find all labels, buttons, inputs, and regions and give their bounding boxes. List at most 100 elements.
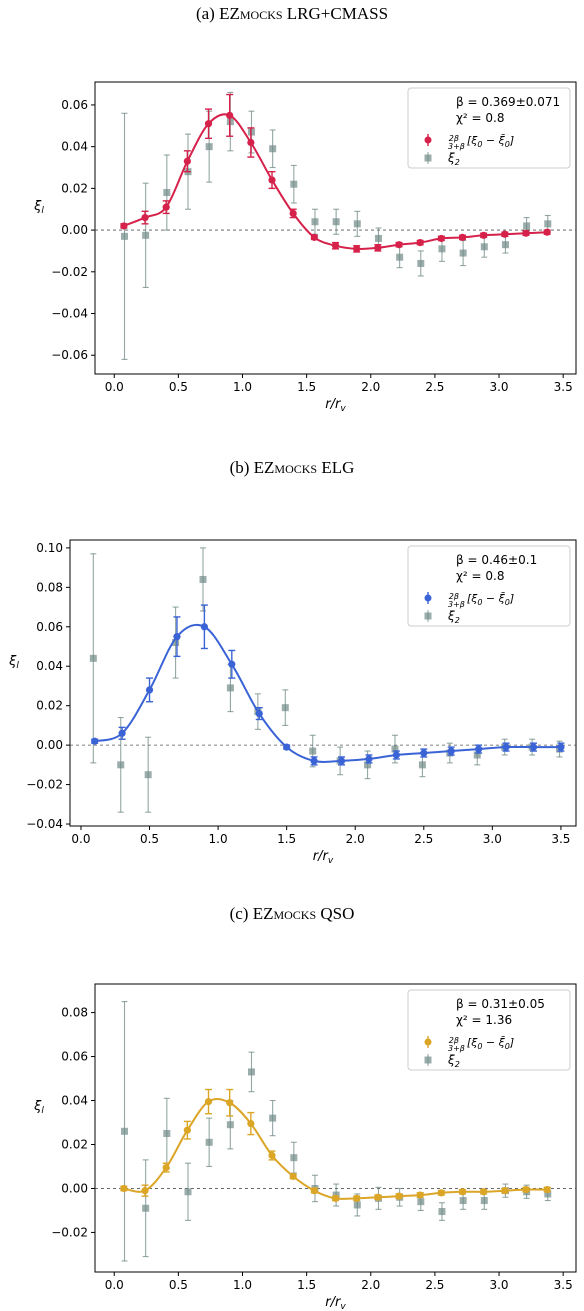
y-tick-label: −0.04 (26, 817, 63, 831)
xi0-point (183, 1126, 191, 1134)
x-tick-label: 0.5 (140, 832, 159, 846)
xi2-point (480, 243, 488, 251)
xi0-point (310, 757, 318, 765)
xi0-point (310, 1187, 318, 1195)
x-tick-label: 3.0 (489, 380, 508, 394)
xi0-point (475, 745, 483, 753)
beta-annotation: β = 0.46±0.1 (456, 553, 537, 567)
xi0-point (289, 1172, 297, 1180)
beta-annotation: β = 0.31±0.05 (456, 997, 545, 1011)
xi2-point (269, 145, 277, 153)
xi0-point (447, 747, 455, 755)
xi2-point (121, 1127, 129, 1135)
y-axis-label: ξl (33, 1099, 44, 1116)
x-tick-label: 1.0 (209, 832, 228, 846)
y-tick-label: 0.06 (61, 98, 88, 112)
xi0-point (268, 176, 276, 184)
xi0-point (268, 1151, 276, 1160)
panel-lrg-cmass: (a) EZmocks LRG+CMASS 0.0 0.5 1.0 1.5 2.0 2.5… (0, 0, 584, 430)
xi2-point (205, 1138, 213, 1146)
y-tick-label: −0.02 (51, 1225, 88, 1239)
xi2-point (226, 684, 234, 692)
xi0-point (374, 1193, 382, 1201)
xi2-point (396, 253, 404, 261)
x-tick-label: 1.0 (233, 380, 252, 394)
xi0-point (458, 233, 467, 241)
xi0-point (247, 1120, 255, 1128)
xi0-point (353, 1194, 361, 1202)
xi2-point (473, 751, 481, 759)
xi0-point (416, 239, 424, 247)
x-tick-label: 2.5 (425, 1278, 444, 1292)
legend-marker-xi0 (424, 136, 432, 144)
x-tick-label: 3.0 (489, 1278, 508, 1292)
legend-box (407, 989, 571, 1071)
xi0-point (331, 1194, 340, 1202)
legend-marker-xi2 (424, 612, 432, 620)
legend-box (407, 87, 571, 169)
x-tick-label: 1.5 (277, 832, 296, 846)
xi0-point (395, 241, 403, 249)
xi2-point (247, 1068, 255, 1076)
xi2-point (144, 771, 152, 779)
x-tick-label: 1.0 (233, 1278, 252, 1292)
xi2-point (438, 1208, 446, 1216)
y-tick-label: 0.08 (36, 580, 63, 594)
plot-frame (69, 539, 577, 827)
xi2-point (311, 218, 319, 226)
x-tick-label: 0.5 (169, 380, 188, 394)
y-tick-label: 0.10 (36, 541, 63, 555)
xi0-point (522, 1185, 530, 1194)
xi0-point (183, 157, 191, 165)
chart-lrg-cmass: 0.0 0.5 1.0 1.5 2.0 2.5 3.0 3.5 −0.06 −0.04 −0.02 0… (33, 81, 577, 414)
legend-box (407, 545, 571, 627)
xi0-point (289, 209, 297, 217)
y-tick-label: 0.04 (36, 659, 63, 673)
y-tick-label: 0.00 (61, 1181, 88, 1195)
xi0-point (557, 743, 565, 751)
y-tick-label: 0.06 (36, 620, 63, 634)
xi0-point (543, 228, 551, 236)
x-tick-label: 1.5 (297, 380, 316, 394)
xi0-point (529, 743, 538, 751)
xi2-point (418, 761, 426, 769)
chi2-annotation: χ² = 0.8 (456, 569, 505, 583)
x-tick-label: 2.0 (361, 1278, 380, 1292)
xi0-point (141, 1187, 149, 1195)
xi0-point (374, 244, 382, 252)
xi2-point (121, 232, 129, 240)
y-tick-label: 0.04 (61, 1094, 88, 1108)
xi0-point (331, 242, 340, 250)
x-tick-label: 0.0 (71, 832, 90, 846)
xi0-point (141, 213, 149, 222)
xi0-point (392, 751, 400, 759)
x-axis-label: r/rv (325, 1295, 346, 1311)
xi0-point (228, 660, 236, 668)
legend-label-xi0: 2β 3+β [ξ0 − ξ̄0] (448, 134, 514, 151)
y-tick-label: −0.02 (26, 778, 63, 792)
y-tick-label: 0.04 (61, 140, 88, 154)
xi2-point (544, 220, 552, 228)
xi0-point (480, 231, 488, 239)
chi2-annotation: χ² = 0.8 (456, 111, 505, 125)
xi0-point (118, 729, 126, 737)
y-tick-label: 0.02 (36, 699, 63, 713)
xi2-point (501, 241, 509, 249)
legend-marker-xi0 (424, 1038, 432, 1046)
xi0-point (120, 1184, 128, 1193)
x-tick-label: 2.0 (361, 380, 380, 394)
chart-elg: 0.0 0.5 1.0 1.5 2.0 2.5 3.0 3.5 −0.04 −0.02 0.00 0.… (8, 539, 577, 866)
y-tick-label: −0.04 (51, 307, 88, 321)
caption-c: (c) EZmocks QSO (229, 904, 355, 923)
xi0-point (437, 234, 445, 243)
xi0-point (173, 633, 181, 641)
xi0-point (283, 743, 291, 751)
xi0-point (395, 1192, 403, 1200)
xi2-point (184, 1188, 192, 1196)
xi2-point (523, 222, 531, 230)
legend-marker-xi0 (424, 594, 432, 602)
xi0-point (353, 245, 361, 253)
xi2-point (226, 1121, 234, 1129)
y-tick-label: 0.06 (61, 1050, 88, 1064)
x-tick-label: 2.5 (425, 380, 444, 394)
